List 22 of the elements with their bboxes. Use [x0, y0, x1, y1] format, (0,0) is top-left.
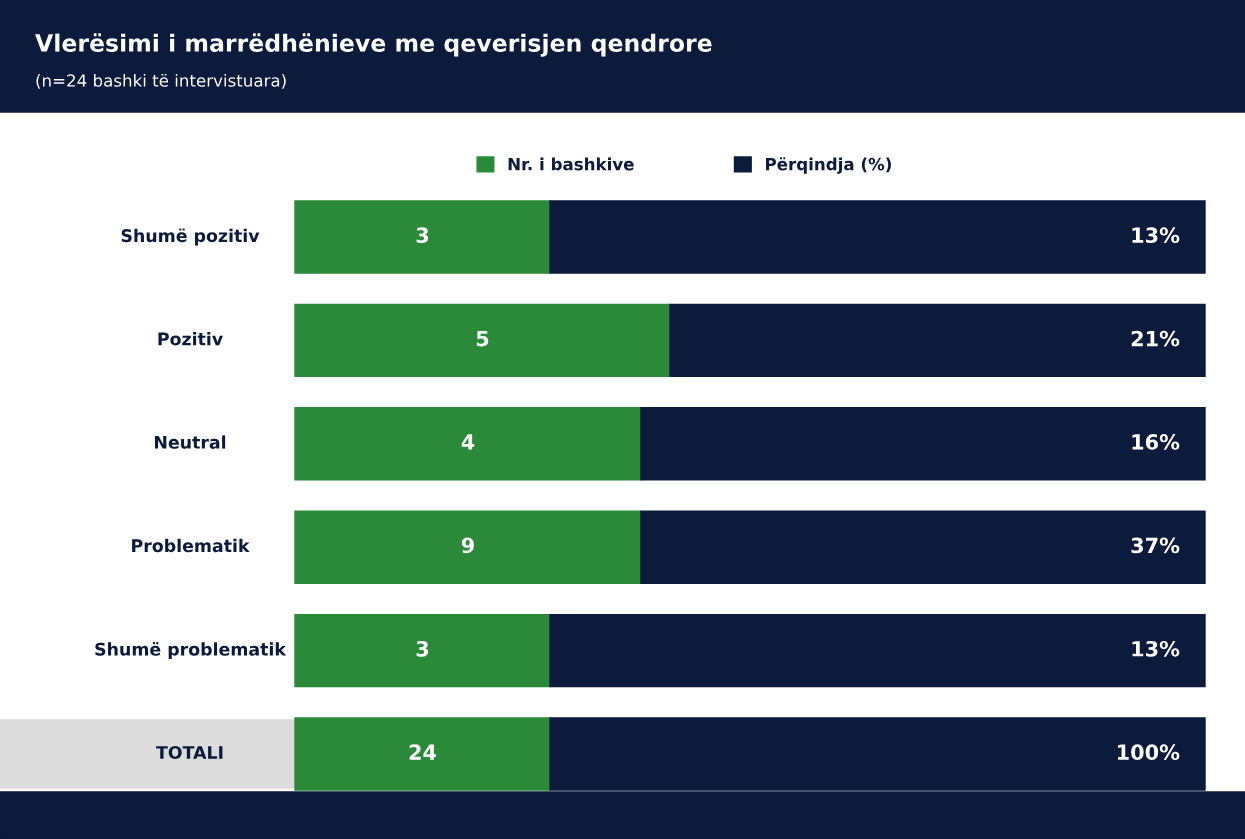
data-label: 5 [476, 330, 489, 347]
data-label: 13% [1132, 227, 1180, 244]
data-label: 24 [409, 744, 437, 760]
category-label: Pozitiv [158, 332, 223, 346]
data-label: 4 [461, 434, 475, 450]
data-label: 3 [416, 640, 429, 657]
data-label: 21% [1131, 330, 1180, 347]
legend-label: Nr. i bashkive [508, 157, 634, 171]
text: (n=24 bashki të intervistuara) [36, 73, 286, 89]
legend-label: Përqindja (%) [766, 157, 891, 174]
category-label: Problematik [132, 538, 250, 553]
data-label: 100% [1117, 744, 1180, 761]
data-label: 13% [1132, 640, 1180, 657]
data-label: 3 [416, 227, 429, 244]
data-label: 9 [461, 537, 474, 554]
data-label: 37% [1131, 537, 1180, 554]
category-label: Neutral [155, 435, 226, 449]
category-label: TOTALI [156, 745, 223, 760]
category-label: Shumë pozitiv [121, 228, 260, 246]
text: Vlerësimi i marrëdhënieve me qeverisjen qendrore [35, 33, 712, 57]
category-label: Shumë problematik [95, 642, 287, 660]
data-label: 16% [1132, 434, 1180, 450]
